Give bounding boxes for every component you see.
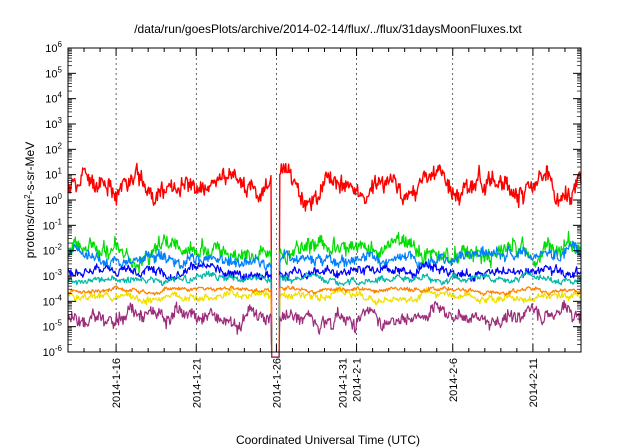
y-axis-label: protons/cm2-s-sr-MeV: [23, 142, 38, 258]
y-tick-label: 103: [45, 116, 62, 131]
series-lines: [67, 162, 582, 358]
x-tick-label: 2014-2-11: [528, 358, 540, 407]
x-tick-labels: 2014-1-16 2014-1-21 2014-1-26 2014-1-31 2014…: [111, 358, 540, 408]
y-tick-label: 10-6: [43, 344, 63, 359]
y-tick-label: 10-1: [43, 217, 63, 232]
series-line: [67, 285, 582, 358]
y-axis-label-unit: protons/cm: [23, 199, 37, 258]
series-line: [67, 162, 582, 358]
y-tick-label: 105: [45, 65, 62, 80]
axes: [67, 47, 582, 353]
y-tick-labels: 10-6 10-5 10-4 10-3 10-2 10-1 100 101 102 103 104 1…: [43, 40, 63, 359]
x-axis-label: Coordinated Universal Time (UTC): [236, 433, 420, 447]
y-tick-label: 10-4: [43, 293, 63, 308]
y-axis-label-rest: -s-sr-MeV: [23, 142, 37, 195]
y-tick-label: 102: [45, 141, 62, 156]
y-tick-label: 101: [45, 167, 62, 182]
x-tick-label: 2014-1-26: [271, 358, 283, 408]
series-line: [67, 240, 582, 358]
y-tick-label: 10-2: [43, 243, 63, 258]
series-line: [67, 230, 582, 358]
x-gridlines: [115, 48, 534, 352]
x-tick-label: 2014-1-16: [111, 358, 123, 408]
y-tick-label: 10-3: [43, 268, 63, 283]
y-tick-label: 10-5: [43, 319, 63, 334]
series-line: [67, 285, 582, 358]
y-axis-label-exponent: 2: [23, 194, 32, 199]
series-line: [67, 300, 582, 358]
x-tick-label: 2014-2-1: [352, 358, 364, 402]
series-line: [67, 261, 582, 358]
x-tick-label: 2014-2-6: [448, 358, 460, 402]
plot-frame: [67, 47, 582, 353]
series-line: [67, 270, 582, 358]
y-tick-label: 100: [45, 192, 62, 207]
x-tick-label: 2014-1-31: [338, 358, 350, 408]
y-tick-label: 104: [45, 91, 62, 106]
chart-title: /data/run/goesPlots/archive/2014-02-14/f…: [134, 22, 522, 36]
y-tick-label: 106: [45, 40, 62, 55]
x-tick-label: 2014-1-21: [191, 358, 203, 408]
